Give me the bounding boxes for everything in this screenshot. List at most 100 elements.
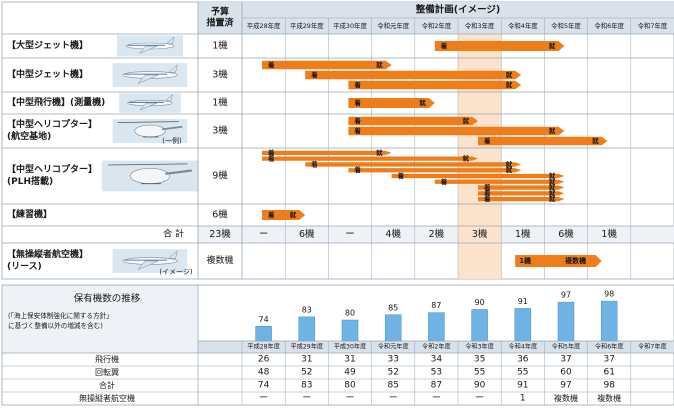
fleet-note: (「海上保安体制強化に関する方針」に基づく整備以外の増減を含む) [8, 311, 113, 330]
schedule-bar-start-label: 着 [441, 41, 448, 50]
fleet-row-label: 飛行機 [95, 354, 119, 364]
total-year-value: 1機 [601, 228, 617, 240]
fleet-bar [384, 314, 402, 342]
fleet-cell-value: 85 [387, 381, 398, 391]
fleet-cell-value: 36 [517, 355, 529, 365]
year-tick-label: 令和6年度 [594, 21, 624, 30]
fleet-bar [341, 319, 359, 342]
fleet-cell-value: 26 [258, 355, 270, 365]
year-tick-label: 令和3年度 [465, 21, 495, 30]
schedule-bar-end-label: 就 [549, 183, 556, 192]
fleet-bar-label: 87 [431, 301, 441, 310]
schedule-bar-start-label: 着 [311, 70, 318, 79]
schedule-bar-start-label: 着 [441, 177, 448, 186]
uav-bar-end-label: 複数機 [564, 256, 586, 265]
schedule-bar [348, 126, 565, 136]
budget-count: 1機 [212, 40, 228, 52]
year-tick-label: 令和4年度 [508, 21, 538, 30]
schedule-bar-start-label: 着 [398, 171, 405, 180]
fleet-cell-value: 複数機 [554, 393, 578, 403]
schedule-bar [305, 162, 522, 167]
helicopter-base-icon-part [161, 125, 183, 131]
large-jet-icon-part [165, 36, 175, 44]
plan-column-header: 整備計画(イメージ) [415, 4, 501, 16]
total-year-value: 6機 [558, 228, 574, 240]
fleet-cell-value: ー [259, 394, 268, 404]
budget-column-header: 予算措置済 [206, 6, 234, 29]
schedule-bar [478, 191, 565, 196]
schedule-bar [434, 179, 565, 184]
aircraft-type-label: 【大型ジェット機】 [7, 39, 88, 51]
schedule-bar [478, 136, 608, 146]
schedule-bar-end-label: 就 [290, 210, 297, 219]
total-year-value: 1機 [515, 228, 531, 240]
fleet-cell-value: 34 [431, 355, 443, 365]
schedule-bar-end-label: 就 [463, 154, 470, 163]
fleet-cell-value: 52 [387, 368, 398, 378]
image-note: (イメージ) [159, 268, 193, 276]
fleet-bar [471, 309, 488, 342]
budget-count: 1機 [212, 97, 228, 109]
fleet-bar-label: 80 [345, 309, 355, 318]
fleet-cell-value: 55 [517, 368, 528, 378]
fleet-cell-value: 37 [603, 355, 614, 365]
fleet-cell-value: 49 [344, 368, 356, 378]
fleet-year-tick-label: 平成29年度 [290, 343, 323, 351]
fleet-cell-value: 90 [474, 381, 486, 391]
survey-plane-icon [119, 93, 181, 113]
schedule-bar-start-label: 着 [268, 154, 275, 163]
fleet-year-tick-label: 平成30年度 [334, 343, 367, 351]
aircraft-type-label: 【中型ジェット機】 [7, 68, 88, 80]
helicopter-plh-icon-part [108, 163, 188, 166]
fleet-cell-value: 48 [258, 368, 270, 378]
schedule-bar-end-label: 就 [549, 126, 556, 135]
uav-count: 複数機 [206, 254, 233, 266]
schedule-bar-end-label: 就 [506, 70, 513, 79]
fleet-bar-label: 97 [561, 291, 571, 300]
schedule-bar-end-label: 就 [506, 80, 513, 89]
fleet-cell-value: ー [475, 394, 484, 404]
total-budget: 23機 [209, 228, 231, 240]
survey-plane-icon-part [164, 93, 173, 102]
fleet-year-tick-label: 令和2年度 [422, 343, 451, 351]
total-row-band [198, 226, 674, 243]
schedule-bar-start-label: 着 [354, 116, 361, 125]
helicopter-base-icon [112, 119, 188, 143]
fleet-cell-value: 37 [560, 355, 571, 365]
schedule-bar-end-label: 就 [549, 188, 556, 197]
budget-count: 6機 [212, 209, 228, 221]
schedule-bar-start-label: 着 [354, 126, 361, 135]
schedule-bar-start-label: 着 [268, 210, 275, 219]
schedule-bar-start-label: 着 [268, 148, 275, 157]
schedule-bar-start-label: 着 [484, 194, 491, 203]
year-tick-label: 令和5年度 [551, 21, 581, 30]
schedule-bar [478, 196, 565, 202]
fleet-cell-value: 複数機 [597, 393, 621, 403]
fleet-cell-value: 31 [301, 355, 312, 365]
total-year-value: 6機 [299, 228, 315, 240]
fleet-row-label: 無操縦者航空機 [79, 393, 135, 403]
uav-icon-part [137, 260, 159, 270]
example-note: (一例) [162, 136, 182, 145]
fleet-cell-value: ー [389, 394, 398, 404]
budget-count: 9機 [212, 170, 228, 182]
helicopter-base-icon-part [134, 124, 166, 138]
schedule-bar [262, 150, 392, 156]
budget-count: 3機 [212, 125, 228, 137]
uav-icon [112, 249, 188, 273]
total-label: 合 計 [163, 228, 184, 240]
schedule-bar-end-label: 就 [506, 165, 513, 174]
fleet-year-band [198, 341, 674, 353]
uav-bar-start-label: 1機 [519, 256, 531, 265]
schedule-bar [262, 60, 392, 70]
fleet-cell-value: 87 [431, 381, 442, 391]
year-tick-label: 令和元年度 [377, 21, 410, 30]
fleet-cell-value: 83 [301, 381, 312, 391]
fleet-year-tick-label: 令和6年度 [595, 343, 624, 351]
fleet-cell-value: 52 [301, 368, 312, 378]
schedule-bar [348, 98, 435, 108]
fleet-cell-value: 74 [258, 381, 270, 391]
schedule-bar-end-label: 就 [376, 148, 383, 157]
helicopter-base-icon-part [117, 121, 179, 123]
